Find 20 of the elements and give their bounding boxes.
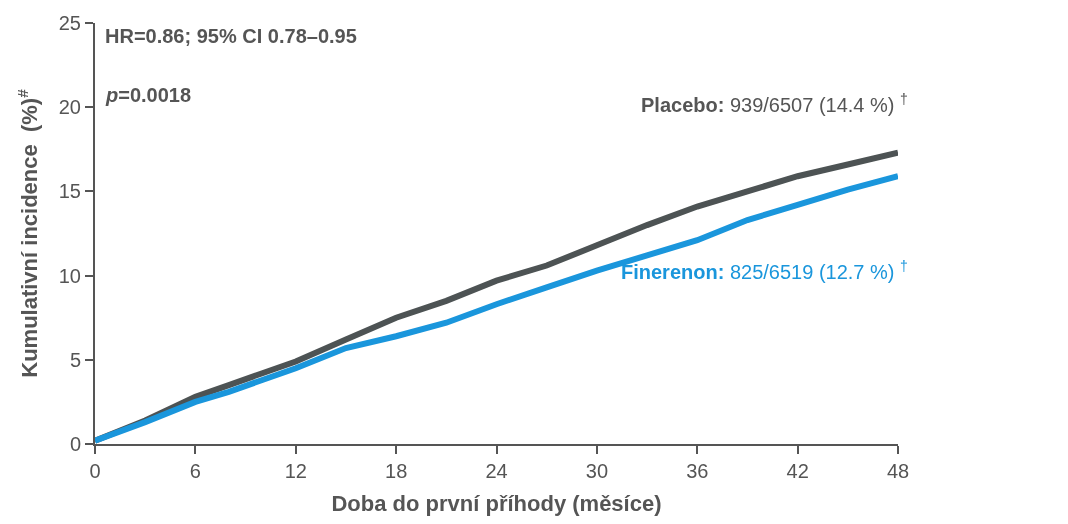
y-tick-label: 0 — [69, 433, 81, 455]
x-tick-label: 36 — [686, 460, 709, 482]
y-tick-label: 5 — [69, 348, 81, 371]
x-tick-label: 6 — [189, 460, 201, 482]
y-tick-label: 20 — [58, 96, 81, 119]
x-tick-label: 18 — [385, 460, 408, 482]
annotation: p=0.0018 — [105, 84, 192, 106]
y-tick-label: 15 — [58, 180, 81, 203]
x-tick-label: 24 — [485, 460, 508, 482]
x-tick-label: 0 — [89, 460, 101, 482]
annotation: Placebo: 939/6507 (14.4 %) $^{†}$ — [641, 91, 908, 117]
x-tick-label: 12 — [284, 460, 307, 482]
x-axis-title: Doba do první příhody (měsíce) — [331, 491, 662, 517]
annotation: HR=0.86; 95% CI 0.78–0.95 — [105, 25, 357, 47]
x-tick-label: 42 — [786, 460, 809, 482]
x-tick-label: 48 — [886, 460, 910, 482]
annotation: Finerenon: 825/6519 (12.7 %) $^{†}$ — [621, 258, 908, 284]
x-tick-label: 30 — [585, 460, 609, 482]
y-tick-label: 25 — [58, 12, 81, 34]
y-tick-label: 10 — [58, 264, 81, 287]
